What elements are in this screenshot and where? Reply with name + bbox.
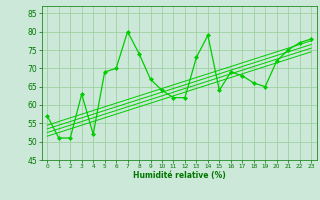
X-axis label: Humidité relative (%): Humidité relative (%) <box>133 171 226 180</box>
